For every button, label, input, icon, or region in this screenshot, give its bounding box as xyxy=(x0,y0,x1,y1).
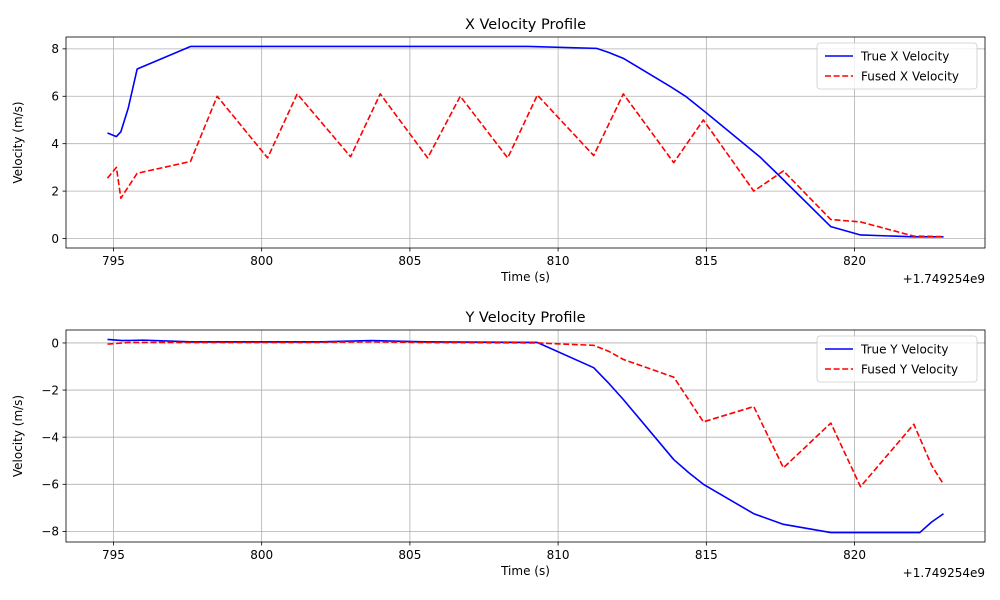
chart-title: Y Velocity Profile xyxy=(464,310,585,326)
y-tick-label: 4 xyxy=(51,137,59,151)
x-tick-label: 815 xyxy=(695,254,718,268)
y-tick-label: −6 xyxy=(41,478,59,492)
chart-1: 795 800 805 810 815 820 0 2 4 6 8 X Velocity Profil… xyxy=(11,17,986,286)
x-tick-label: 795 xyxy=(102,254,125,268)
y-tick-label: 2 xyxy=(51,184,59,198)
x-offset-label: +1.749254e9 xyxy=(903,272,985,286)
x-tick-label: 795 xyxy=(102,548,125,562)
y-tick-label: −8 xyxy=(41,525,59,539)
x-tick-label: 805 xyxy=(398,548,421,562)
x-tick-label: 820 xyxy=(843,254,866,268)
plot-frame xyxy=(65,329,986,543)
x-axis-label: Time (s) xyxy=(500,564,550,578)
y-tick-label: 0 xyxy=(51,336,59,350)
x-offset-label: +1.749254e9 xyxy=(903,566,985,580)
series-line-2 xyxy=(106,93,944,238)
series-line-1 xyxy=(107,45,944,238)
y-axis-label: Velocity (m/s) xyxy=(11,101,25,183)
y-tick-label: 8 xyxy=(51,42,59,56)
legend: True Y Velocity Fused Y Velocity xyxy=(816,335,978,383)
legend-box xyxy=(816,42,978,90)
x-tick-label: 800 xyxy=(250,548,273,562)
legend-label-1: True X Velocity xyxy=(860,49,949,63)
y-axis-label: Velocity (m/s) xyxy=(11,395,25,477)
plot-frame xyxy=(65,36,986,249)
x-tick-label: 810 xyxy=(547,548,570,562)
x-tick-label: 810 xyxy=(547,254,570,268)
y-tick-label: −4 xyxy=(41,430,59,444)
y-tick-label: 0 xyxy=(51,232,59,246)
x-tick-label: 800 xyxy=(250,254,273,268)
legend-label-2: Fused Y Velocity xyxy=(861,362,958,376)
x-tick-label: 805 xyxy=(398,254,421,268)
chart-title: X Velocity Profile xyxy=(465,17,586,33)
legend: True X Velocity Fused X Velocity xyxy=(816,42,978,90)
y-tick-label: −2 xyxy=(41,383,59,397)
legend-label-2: Fused X Velocity xyxy=(861,69,959,83)
x-tick-label: 815 xyxy=(695,548,718,562)
x-tick-label: 820 xyxy=(843,548,866,562)
x-axis-label: Time (s) xyxy=(500,270,550,284)
y-tick-label: 6 xyxy=(51,90,59,104)
series-line-2 xyxy=(107,340,945,488)
chart-2: 795 800 805 810 815 820 0 −2 −4 −6 −8 Y Velocity Pr… xyxy=(11,310,986,580)
legend-box xyxy=(816,335,978,383)
legend-label-1: True Y Velocity xyxy=(860,342,949,356)
